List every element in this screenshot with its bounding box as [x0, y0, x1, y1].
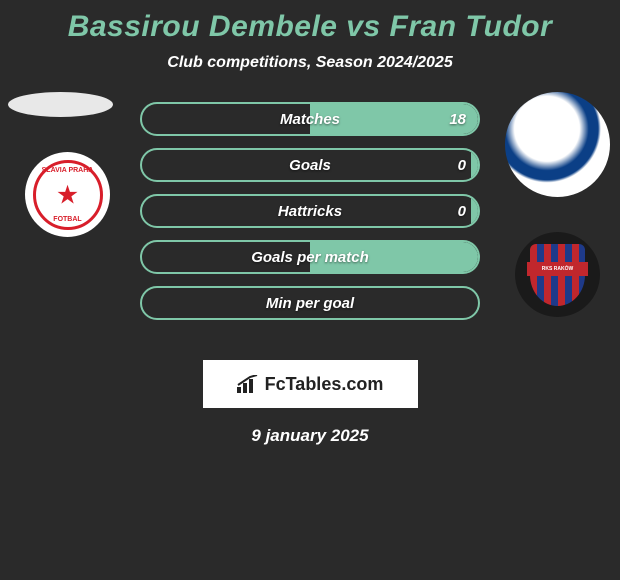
stat-row: Hattricks 0 [140, 194, 480, 228]
player2-avatar [505, 92, 610, 197]
stat-row: Matches 18 [140, 102, 480, 136]
page-title: Bassirou Dembele vs Fran Tudor [0, 10, 620, 44]
stat-row: Min per goal [140, 286, 480, 320]
date-label: 9 january 2025 [0, 426, 620, 446]
stat-val-p2: 18 [449, 104, 466, 134]
player2-club-badge: RKS RAKÓW [515, 232, 600, 317]
brand-text: FcTables.com [265, 374, 384, 395]
stat-label: Min per goal [142, 288, 478, 318]
root: Bassirou Dembele vs Fran Tudor Club comp… [0, 0, 620, 446]
stat-label: Goals per match [142, 242, 478, 272]
stat-label: Matches [142, 104, 478, 134]
stat-label: Goals [142, 150, 478, 180]
chart-icon [237, 375, 259, 393]
stat-val-p2: 0 [458, 150, 466, 180]
player1-club-badge: SLAVIA PRAHA ★ FOTBAL [25, 152, 110, 237]
player1-avatar [8, 92, 113, 117]
stat-row: Goals per match [140, 240, 480, 274]
stat-label: Hattricks [142, 196, 478, 226]
subtitle: Club competitions, Season 2024/2025 [0, 54, 620, 72]
brand-box: FcTables.com [203, 360, 418, 408]
bars-wrap: Matches 18 Goals 0 Hattricks 0 [140, 102, 480, 332]
stat-row: Goals 0 [140, 148, 480, 182]
stats-area: SLAVIA PRAHA ★ FOTBAL RKS RAKÓW Matches … [0, 102, 620, 352]
stat-val-p2: 0 [458, 196, 466, 226]
